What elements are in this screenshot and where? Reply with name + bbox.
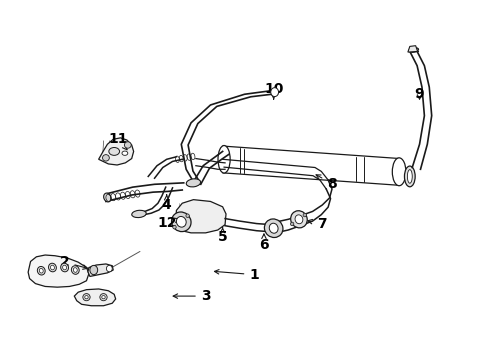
- Text: 2: 2: [60, 255, 87, 269]
- Text: 7: 7: [307, 217, 326, 231]
- Polygon shape: [99, 138, 133, 165]
- Ellipse shape: [131, 210, 146, 217]
- Ellipse shape: [186, 179, 200, 187]
- Ellipse shape: [109, 148, 119, 156]
- Text: 9: 9: [414, 87, 424, 101]
- Text: 10: 10: [264, 82, 283, 99]
- Ellipse shape: [48, 263, 56, 272]
- Ellipse shape: [103, 193, 111, 202]
- Ellipse shape: [303, 213, 306, 217]
- Polygon shape: [407, 46, 417, 52]
- Ellipse shape: [270, 87, 278, 96]
- Text: 12: 12: [157, 216, 179, 230]
- Ellipse shape: [73, 268, 77, 272]
- Text: 5: 5: [217, 228, 227, 244]
- Ellipse shape: [124, 142, 131, 148]
- Ellipse shape: [106, 265, 112, 272]
- Polygon shape: [222, 146, 399, 185]
- Ellipse shape: [172, 225, 176, 229]
- Ellipse shape: [82, 294, 90, 301]
- Ellipse shape: [102, 296, 105, 299]
- Text: 1: 1: [214, 268, 259, 282]
- Ellipse shape: [185, 214, 189, 217]
- Polygon shape: [28, 255, 89, 287]
- Ellipse shape: [50, 265, 54, 270]
- Ellipse shape: [39, 269, 43, 273]
- Ellipse shape: [408, 48, 418, 52]
- Text: 6: 6: [259, 234, 268, 252]
- Ellipse shape: [102, 155, 109, 161]
- Ellipse shape: [404, 166, 414, 187]
- Ellipse shape: [269, 223, 278, 233]
- Text: 8: 8: [315, 175, 336, 190]
- Polygon shape: [175, 200, 225, 233]
- Ellipse shape: [84, 296, 88, 299]
- Ellipse shape: [176, 216, 186, 227]
- Text: 11: 11: [108, 132, 127, 150]
- Ellipse shape: [90, 265, 98, 275]
- Text: 3: 3: [173, 289, 210, 303]
- Ellipse shape: [100, 294, 107, 301]
- Ellipse shape: [391, 158, 405, 186]
- Ellipse shape: [71, 266, 79, 274]
- Ellipse shape: [407, 170, 411, 183]
- Polygon shape: [74, 289, 116, 306]
- Polygon shape: [88, 264, 113, 276]
- Ellipse shape: [218, 145, 230, 173]
- Ellipse shape: [290, 222, 293, 226]
- Text: 4: 4: [162, 195, 171, 212]
- Ellipse shape: [290, 211, 306, 228]
- Ellipse shape: [171, 212, 191, 231]
- Ellipse shape: [62, 265, 66, 270]
- Ellipse shape: [37, 266, 45, 275]
- Ellipse shape: [122, 151, 127, 156]
- Ellipse shape: [264, 219, 283, 238]
- Ellipse shape: [294, 215, 302, 224]
- Ellipse shape: [61, 263, 68, 272]
